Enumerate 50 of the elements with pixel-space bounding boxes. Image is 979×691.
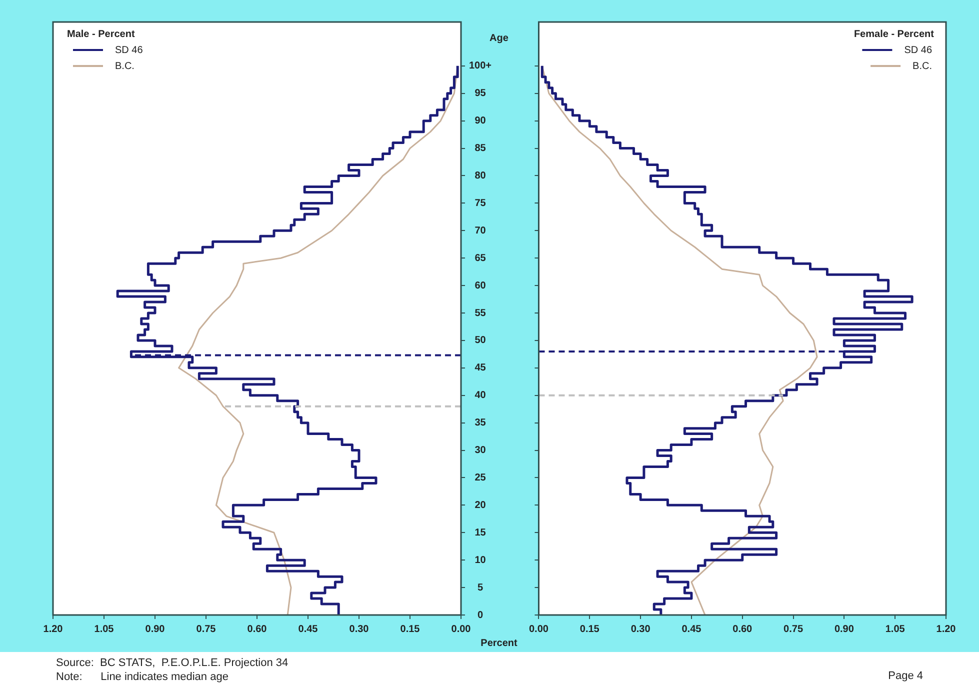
x-tick-label: 0.60	[732, 624, 753, 635]
x-tick-label: 0.00	[528, 624, 549, 635]
x-tick-label: 0.90	[834, 624, 854, 635]
y-tick-label: 20	[474, 500, 486, 511]
y-tick-label: 45	[474, 362, 486, 374]
y-tick-label: 55	[474, 308, 486, 319]
y-tick-label: 100+	[468, 60, 492, 72]
legend-label: B.C.	[115, 60, 134, 72]
legend-label: SD 46	[904, 44, 932, 56]
x-tick-label: 1.20	[43, 624, 64, 635]
x-tick-label: 0.75	[784, 624, 804, 635]
y-tick-label: 65	[474, 252, 486, 264]
y-tick-label: 15	[474, 527, 486, 538]
legend-label: SD 46	[115, 44, 144, 56]
y-tick-label: 0	[477, 610, 484, 621]
legend-label: B.C.	[912, 60, 932, 72]
x-tick-label: 0.45	[298, 624, 318, 635]
source-note: Source: BC STATS, P.E.O.P.L.E. Projection 34	[56, 656, 288, 670]
x-tick-label: 1.05	[94, 624, 114, 635]
x-tick-label: 0.75	[196, 624, 216, 635]
x-tick-label: 0.45	[682, 624, 702, 635]
y-tick-label: 75	[474, 198, 486, 209]
y-tick-label: 30	[474, 445, 486, 456]
y-tick-label: 5	[477, 582, 484, 594]
text: Page 4	[888, 670, 923, 682]
x-axis-title: Percent	[480, 638, 518, 649]
x-tick-label: 0.30	[349, 624, 370, 635]
y-tick-label: 25	[474, 472, 486, 484]
legend-title: Male - Percent	[67, 28, 136, 40]
y-tick-label: 80	[474, 170, 486, 182]
x-tick-label: 0.15	[580, 624, 600, 635]
text: Note: Line indicates median age	[56, 670, 230, 684]
x-tick-label: 0.30	[630, 624, 651, 635]
x-tick-label: 0.90	[145, 624, 166, 635]
y-tick-label: 95	[474, 88, 486, 100]
y-tick-label: 70	[474, 225, 486, 236]
x-tick-label: 0.60	[247, 624, 268, 635]
legend-title: Female - Percent	[854, 28, 935, 40]
y-axis-title: Age	[490, 32, 509, 44]
y-tick-label: 60	[474, 280, 486, 292]
x-tick-label: 1.05	[885, 624, 906, 635]
y-tick-label: 10	[474, 554, 486, 566]
x-tick-label: 0.00	[451, 624, 472, 635]
x-tick-label: 0.15	[400, 624, 420, 635]
x-tick-label: 1.20	[936, 624, 956, 635]
y-tick-label: 40	[474, 390, 486, 402]
y-tick-label: 35	[474, 418, 486, 429]
y-tick-label: 50	[474, 335, 486, 346]
y-tick-label: 85	[474, 143, 486, 154]
y-tick-label: 90	[474, 116, 486, 127]
